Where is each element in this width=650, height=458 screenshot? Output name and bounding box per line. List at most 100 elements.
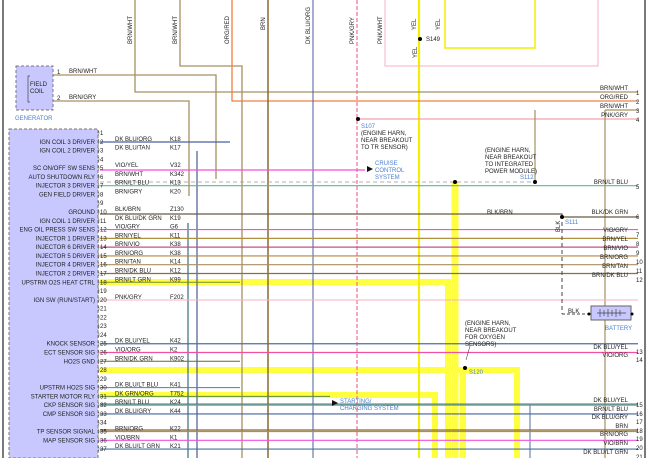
pin-terminal-icon [97, 366, 100, 374]
wires [53, 0, 638, 458]
svg-text:(ENGINE HARN,: (ENGINE HARN, [361, 131, 407, 137]
pcm-pin-function: INJECTOR 4 DRIVER [36, 263, 96, 269]
right-pin-number: 6 [636, 215, 640, 221]
pcm-pin-function: INJECTOR 6 DRIVER [36, 245, 96, 251]
pcm-pin-function: ENG OIL PRESS SW SENS [20, 228, 95, 234]
pcm-pin-function: STARTER MOTOR RLY [31, 394, 95, 400]
pin-terminal-icon [97, 349, 100, 356]
pcm-pin-number: 33 [100, 412, 107, 418]
pcm-pin-circuit: Z130 [170, 207, 184, 213]
pcm-pin-wire-color: BRN/WHT [115, 172, 143, 178]
generator-label: GENERATOR [15, 116, 53, 122]
top-wire-labels: 1 BRN/WHT 2 BRN/GRY BRN/WHT BRN/WHT ORG/RED BRN… [57, 7, 442, 102]
top-wire-label: BRN [261, 17, 267, 30]
pcm-pin-number: 10 [100, 210, 107, 216]
right-pin-wire-color: VIO/BRN [603, 441, 628, 447]
pcm-pin-function: IGN COIL 1 DRIVER [40, 219, 96, 225]
svg-text:CHARGING SYSTEM: CHARGING SYSTEM [340, 406, 399, 412]
right-pin-wire-color: DK BLU/YEL [593, 345, 628, 351]
svg-text:NEAR BREAKOUT: NEAR BREAKOUT [485, 155, 537, 161]
right-pin-wire-color: BRN/ORG [600, 432, 628, 438]
right-pin-number: 3 [636, 109, 640, 115]
pin-terminal-icon [97, 200, 100, 207]
pcm-pin-number: 1 [100, 131, 104, 137]
highlight-band [100, 392, 438, 458]
svg-text:SYSTEM: SYSTEM [375, 175, 400, 181]
pcm-pin-number: 34 [100, 421, 107, 427]
pcm-pin-function: AUTO SHUTDOWN RLY [29, 175, 95, 181]
pcm-pin-function: KNOCK SENSOR [47, 342, 96, 348]
cruise-control-link[interactable]: CRUISE CONTROL SYSTEM [367, 161, 405, 181]
pin-terminal-icon [97, 437, 100, 444]
pcm-pin-number: 23 [100, 324, 107, 330]
pin-terminal-icon [97, 252, 100, 260]
right-pin-wire-color: BRN/VIO [603, 246, 628, 252]
pin-terminal-icon [97, 261, 100, 268]
pcm-pin-circuit: K14 [170, 260, 181, 266]
pcm-pin-number: 27 [100, 359, 107, 365]
right-pin-number: 17 [636, 420, 643, 426]
pcm-pin-function: INJECTOR 2 DRIVER [36, 271, 96, 277]
top-wire-label: PNK/WHT [378, 16, 384, 44]
pcm-pin-wire-color: DK BLU/LT BLU [115, 383, 158, 389]
right-pin-number: 14 [636, 358, 643, 364]
right-pin-wire-color: BRN [615, 424, 628, 430]
pcm-pin-circuit: V32 [170, 163, 181, 169]
pin-terminal-icon [97, 296, 100, 303]
pcm-pin-wire-color: DK BLU/YEL [115, 339, 150, 345]
pcm-pin-circuit: K1 [170, 435, 178, 441]
pcm-connector [8, 128, 99, 458]
pcm-pin-function: UPSTRM HO2S SIG [40, 386, 96, 392]
pcm-pin-wire-color: BLK/BRN [115, 207, 141, 213]
pcm-pin-number: 12 [100, 228, 107, 234]
right-pin-number: 18 [636, 429, 643, 435]
pcm-pin-number: 13 [100, 236, 107, 242]
pcm-pin-wire-color: VIO/BRN [115, 435, 140, 441]
right-pin-wire-color: DK BLU/YEL [593, 398, 628, 404]
pcm-pin-wire-color: VIO/GRY [115, 225, 140, 231]
pcm-pin-wire-color: PNK/GRY [115, 295, 142, 301]
right-pin-number: 8 [636, 242, 640, 248]
pin-terminal-icon [97, 314, 100, 321]
starting-charging-link[interactable]: STARTING/ CHARGING SYSTEM [332, 399, 399, 412]
right-pin-wire-color: PNK/GRY [601, 113, 628, 119]
splice-s112: (ENGINE HARN, NEAR BREAKOUT TO INTEGRATE… [453, 148, 537, 184]
pcm-pin-number: 37 [100, 447, 107, 453]
right-pin-number: 21 [636, 455, 643, 458]
pcm-pin-number: 35 [100, 430, 107, 436]
svg-text:BLK: BLK [556, 221, 562, 232]
svg-text:STARTING/: STARTING/ [340, 399, 372, 405]
splice-s120: (ENGINE HARN, NEAR BREAKOUT FOR OXYGEN S… [463, 321, 517, 376]
pin-terminal-icon [97, 235, 100, 242]
pcm-pin-wire-color: VIO/ORG [115, 348, 141, 354]
pin-terminal-icon [97, 331, 100, 339]
pcm-pin-circuit: T752 [170, 391, 184, 397]
pin-terminal-icon [97, 164, 100, 172]
pcm-pin-function: UPSTRM O2S HEAT CTRL [22, 280, 96, 286]
pcm-pin-number: 19 [100, 289, 107, 295]
field-coil-text: FIELD [30, 82, 48, 88]
pin-terminal-icon [97, 375, 100, 383]
pcm-pin-circuit: K342 [170, 172, 185, 178]
pcm-pin-number: 14 [100, 245, 107, 251]
top-wire-label: BRN/WHT [173, 16, 179, 44]
pcm-pin-number: 4 [100, 157, 104, 163]
pin-terminal-icon [97, 270, 100, 277]
pcm-pin-function: HO2S GND [64, 359, 96, 365]
pcm-pin-number: 30 [100, 386, 107, 392]
pcm-pin-number: 29 [100, 377, 107, 383]
pcm-pin-wire-color: BRN/LT BLU [115, 400, 149, 406]
pcm-pin-wire-color: DK BLU/LT GRN [115, 444, 160, 450]
pcm-pin-number: 9 [100, 201, 104, 207]
right-pin-wire-color: DK BLU/LT GRN [583, 450, 628, 456]
pcm-pin-wire-color: BRN/ORG [115, 251, 143, 257]
pcm-pin-wire-color: VIO/YEL [115, 163, 139, 169]
pin-terminal-icon [97, 226, 100, 233]
pin-terminal-icon [97, 410, 100, 418]
pin-terminal-icon [97, 279, 100, 286]
svg-text:TO INTEGRATED: TO INTEGRATED [485, 162, 534, 168]
svg-text:S111: S111 [565, 220, 579, 226]
svg-text:(ENGINE HARN,: (ENGINE HARN, [485, 148, 531, 154]
generator-pin-number: 1 [57, 70, 61, 76]
